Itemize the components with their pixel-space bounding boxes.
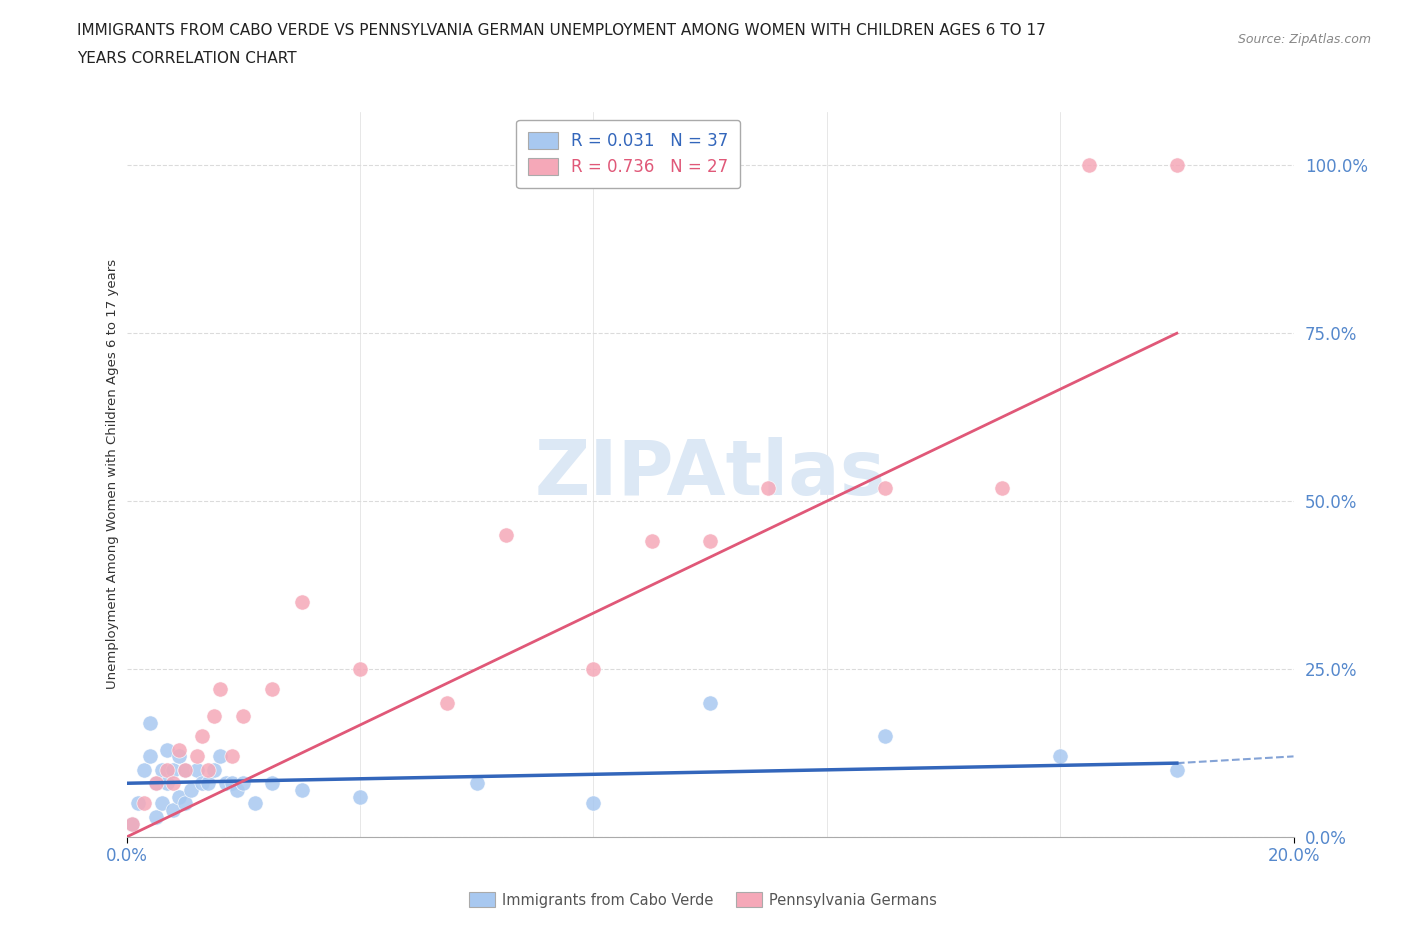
Point [127, 796, 149, 811]
Point [197, 763, 219, 777]
Point [875, 729, 897, 744]
Point [145, 809, 167, 824]
Point [582, 661, 605, 676]
Point [436, 696, 458, 711]
Point [167, 742, 190, 757]
Point [232, 776, 254, 790]
Point [162, 776, 184, 790]
Text: YEARS CORRELATION CHART: YEARS CORRELATION CHART [77, 51, 297, 66]
Point [1166, 763, 1188, 777]
Point [875, 480, 897, 495]
Point [582, 796, 605, 811]
Point [990, 480, 1012, 495]
Point [221, 749, 243, 764]
Point [156, 776, 179, 790]
Point [121, 817, 143, 831]
Point [162, 763, 184, 777]
Point [156, 742, 179, 757]
Text: Source: ZipAtlas.com: Source: ZipAtlas.com [1237, 33, 1371, 46]
Point [197, 776, 219, 790]
Point [495, 527, 517, 542]
Point [202, 709, 225, 724]
Point [756, 480, 779, 495]
Text: ZIPAtlas: ZIPAtlas [534, 437, 886, 512]
Point [1166, 158, 1188, 173]
Point [145, 776, 167, 790]
Point [150, 763, 173, 777]
Point [191, 729, 214, 744]
Point [699, 696, 721, 711]
Point [167, 790, 190, 804]
Point [1049, 749, 1071, 764]
Point [174, 796, 197, 811]
Point [290, 782, 312, 797]
Point [221, 776, 243, 790]
Point [232, 709, 254, 724]
Point [208, 749, 231, 764]
Point [208, 682, 231, 697]
Point [145, 776, 167, 790]
Point [1078, 158, 1101, 173]
Point [202, 763, 225, 777]
Point [162, 803, 184, 817]
Point [465, 776, 488, 790]
Point [699, 534, 721, 549]
Point [262, 682, 284, 697]
Point [349, 790, 371, 804]
Point [290, 594, 312, 609]
Point [180, 782, 202, 797]
Point [167, 749, 190, 764]
Point [174, 763, 197, 777]
Point [191, 776, 214, 790]
Point [139, 715, 162, 730]
Point [262, 776, 284, 790]
Point [186, 763, 208, 777]
Point [215, 776, 238, 790]
Point [226, 782, 249, 797]
Point [243, 796, 266, 811]
Point [186, 749, 208, 764]
Point [121, 817, 143, 831]
Point [156, 763, 179, 777]
Point [174, 763, 197, 777]
Y-axis label: Unemployment Among Women with Children Ages 6 to 17 years: Unemployment Among Women with Children A… [105, 259, 120, 689]
Legend: Immigrants from Cabo Verde, Pennsylvania Germans: Immigrants from Cabo Verde, Pennsylvania… [463, 886, 943, 913]
Point [132, 796, 155, 811]
Point [132, 763, 155, 777]
Point [139, 749, 162, 764]
Point [640, 534, 664, 549]
Point [349, 661, 371, 676]
Point [150, 796, 173, 811]
Text: IMMIGRANTS FROM CABO VERDE VS PENNSYLVANIA GERMAN UNEMPLOYMENT AMONG WOMEN WITH : IMMIGRANTS FROM CABO VERDE VS PENNSYLVAN… [77, 23, 1046, 38]
Legend: R = 0.031   N = 37, R = 0.736   N = 27: R = 0.031 N = 37, R = 0.736 N = 27 [516, 120, 741, 188]
